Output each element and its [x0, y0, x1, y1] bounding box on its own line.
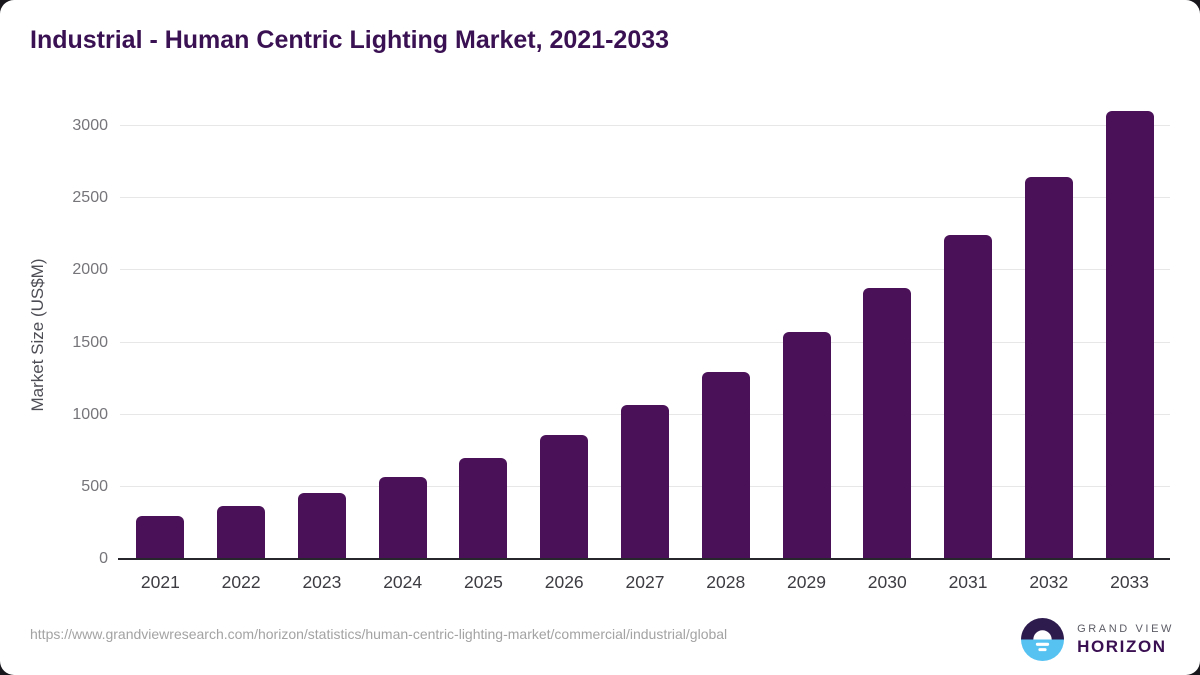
- brand-name: GRAND VIEW HORIZON: [1077, 623, 1174, 657]
- x-tick-label-2023: 2023: [302, 572, 342, 592]
- x-tick-label-2030: 2030: [867, 572, 907, 592]
- y-tick-label-2000: 2000: [72, 261, 108, 279]
- bar-2022: [217, 505, 266, 559]
- bar-2023: [297, 493, 346, 559]
- x-axis-labels: 2021 2022 2023 2024 2025 2026 2027 2028 2029 2030…: [120, 559, 1170, 593]
- x-tick-label-2029: 2029: [787, 572, 826, 592]
- bar-series: [120, 111, 1170, 559]
- x-axis-line: [118, 558, 1170, 560]
- y-tick-label-500: 500: [81, 477, 108, 495]
- brand-name-bottom: HORIZON: [1077, 636, 1167, 656]
- x-tick-label-2021: 2021: [140, 572, 180, 592]
- gridline-2000: [120, 269, 1170, 271]
- chart-title: Industrial - Human Centric Lighting Mark…: [30, 26, 670, 54]
- y-axis-title: Market Size (US$M): [28, 258, 47, 412]
- plot-area: 0 500 1000 1500 2000 2500 3000 2021 2022 2023 202…: [72, 111, 1170, 592]
- bar-2026: [540, 434, 589, 559]
- x-tick-label-2024: 2024: [383, 572, 423, 592]
- bar-2029: [782, 332, 831, 559]
- bar-2032: [1024, 177, 1073, 559]
- bar-2033: [1105, 111, 1154, 559]
- y-tick-label-1500: 1500: [72, 333, 108, 351]
- x-tick-label-2032: 2032: [1029, 572, 1069, 592]
- x-tick-label-2022: 2022: [221, 572, 261, 592]
- bar-2027: [620, 405, 669, 559]
- gridline-1500: [120, 341, 1170, 343]
- gridline-2500: [120, 197, 1170, 199]
- source-url: https://www.grandviewresearch.com/horizo…: [30, 625, 728, 642]
- x-tick-label-2031: 2031: [948, 572, 988, 592]
- grand-view-horizon-logo-icon: [1021, 618, 1065, 661]
- bar-2025: [459, 458, 508, 559]
- y-tick-label-2500: 2500: [72, 189, 108, 207]
- x-tick-label-2025: 2025: [463, 572, 503, 592]
- y-tick-label-0: 0: [99, 550, 108, 567]
- bar-2031: [944, 235, 993, 559]
- bar-2030: [863, 287, 912, 559]
- x-tick-label-2027: 2027: [625, 572, 665, 592]
- bar-2024: [378, 476, 427, 559]
- footer: https://www.grandviewresearch.com/horizo…: [30, 618, 1174, 661]
- x-tick-label-2026: 2026: [544, 572, 584, 592]
- y-tick-label-3000: 3000: [72, 117, 108, 134]
- bar-2021: [136, 516, 185, 559]
- bar-2028: [701, 372, 750, 559]
- x-tick-label-2033: 2033: [1110, 572, 1150, 592]
- brand-logo: GRAND VIEW HORIZON: [1021, 618, 1174, 661]
- x-tick-label-2028: 2028: [706, 572, 746, 592]
- y-tick-label-1000: 1000: [72, 405, 108, 423]
- brand-name-top: GRAND VIEW: [1077, 622, 1174, 635]
- gridline-3000: [120, 125, 1170, 126]
